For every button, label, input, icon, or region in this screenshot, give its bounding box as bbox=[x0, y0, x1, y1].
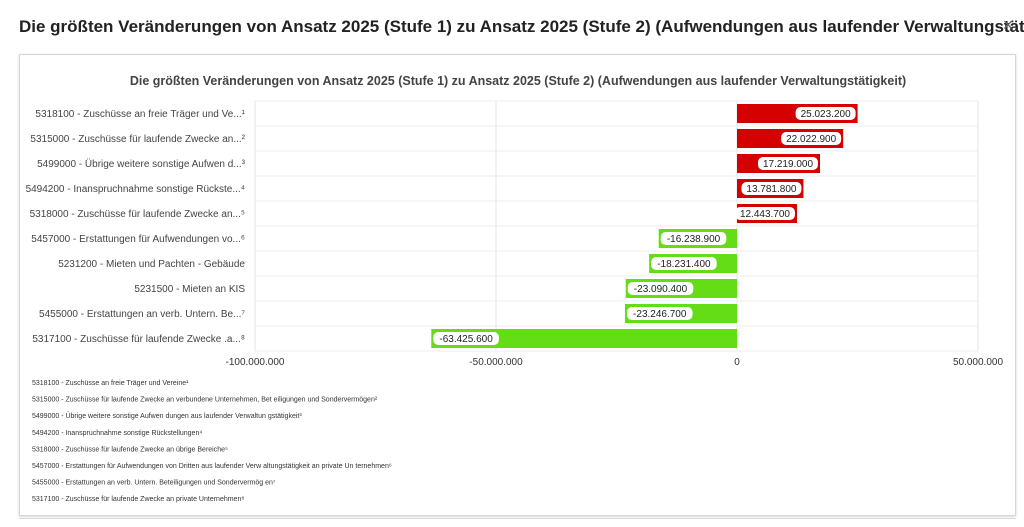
category-label: 5315000 - Zuschüsse für laufende Zwecke … bbox=[30, 134, 245, 145]
x-tick-label: -50.000.000 bbox=[469, 357, 523, 368]
category-label: 5494200 - Inanspruchnahme sonstige Rücks… bbox=[26, 184, 245, 195]
footnote-item: 5315000 - Zuschüsse für laufende Zwecke … bbox=[32, 397, 378, 404]
footnote-item: 5494200 - Inanspruchnahme sonstige Rücks… bbox=[32, 430, 202, 437]
panel-bottom-edge bbox=[19, 518, 1016, 527]
category-label: 5231500 - Mieten an KIS bbox=[134, 284, 245, 295]
category-label: 5455000 - Erstattungen an verb. Untern. … bbox=[39, 309, 245, 320]
close-icon[interactable]: × bbox=[997, 14, 1019, 36]
footnote-item: 5455000 - Erstattungen an verb. Untern. … bbox=[32, 480, 276, 487]
data-label: -16.238.900 bbox=[667, 234, 721, 245]
data-label: -23.090.400 bbox=[634, 284, 688, 295]
data-label: -63.425.600 bbox=[439, 334, 493, 345]
footnote-item: 5499000 - Übrige weitere sonstige Aufwen… bbox=[32, 412, 302, 420]
x-tick-label: -100.000.000 bbox=[226, 357, 285, 368]
category-label: 5318000 - Zuschüsse für laufende Zwecke … bbox=[30, 209, 245, 220]
footnote-item: 5318100 - Zuschüsse an freie Träger und … bbox=[32, 380, 189, 387]
category-label: 5499000 - Übrige weitere sonstige Aufwen… bbox=[37, 158, 246, 170]
x-tick-label: 50.000.000 bbox=[953, 357, 1003, 368]
chart-title: Die größten Veränderungen von Ansatz 202… bbox=[130, 74, 906, 88]
data-label: 25.023.200 bbox=[801, 109, 851, 120]
data-label: 12.443.700 bbox=[740, 209, 790, 220]
footnote-item: 5317100 - Zuschüsse für laufende Zwecke … bbox=[32, 496, 244, 503]
category-label: 5318100 - Zuschüsse an freie Träger und … bbox=[35, 109, 245, 120]
data-label: 22.022.900 bbox=[786, 134, 836, 145]
footnote-item: 5318000 - Zuschüsse für laufende Zwecke … bbox=[32, 446, 228, 453]
dialog-title: Die größten Veränderungen von Ansatz 202… bbox=[19, 17, 1024, 37]
data-label: 17.219.000 bbox=[763, 159, 813, 170]
bar-chart: Die größten Veränderungen von Ansatz 202… bbox=[20, 55, 1015, 515]
x-tick-label: 0 bbox=[734, 357, 740, 368]
data-label: -18.231.400 bbox=[657, 259, 711, 270]
footnote-item: 5457000 - Erstattungen für Aufwendungen … bbox=[32, 463, 392, 470]
category-label: 5317100 - Zuschüsse für laufende Zwecke … bbox=[32, 334, 245, 345]
category-label: 5231200 - Mieten und Pachten - Gebäude bbox=[58, 259, 245, 270]
category-label: 5457000 - Erstattungen für Aufwendungen … bbox=[31, 234, 245, 245]
data-label: -23.246.700 bbox=[633, 309, 687, 320]
data-label: 13.781.800 bbox=[746, 184, 796, 195]
chart-panel: Die größten Veränderungen von Ansatz 202… bbox=[19, 54, 1016, 516]
